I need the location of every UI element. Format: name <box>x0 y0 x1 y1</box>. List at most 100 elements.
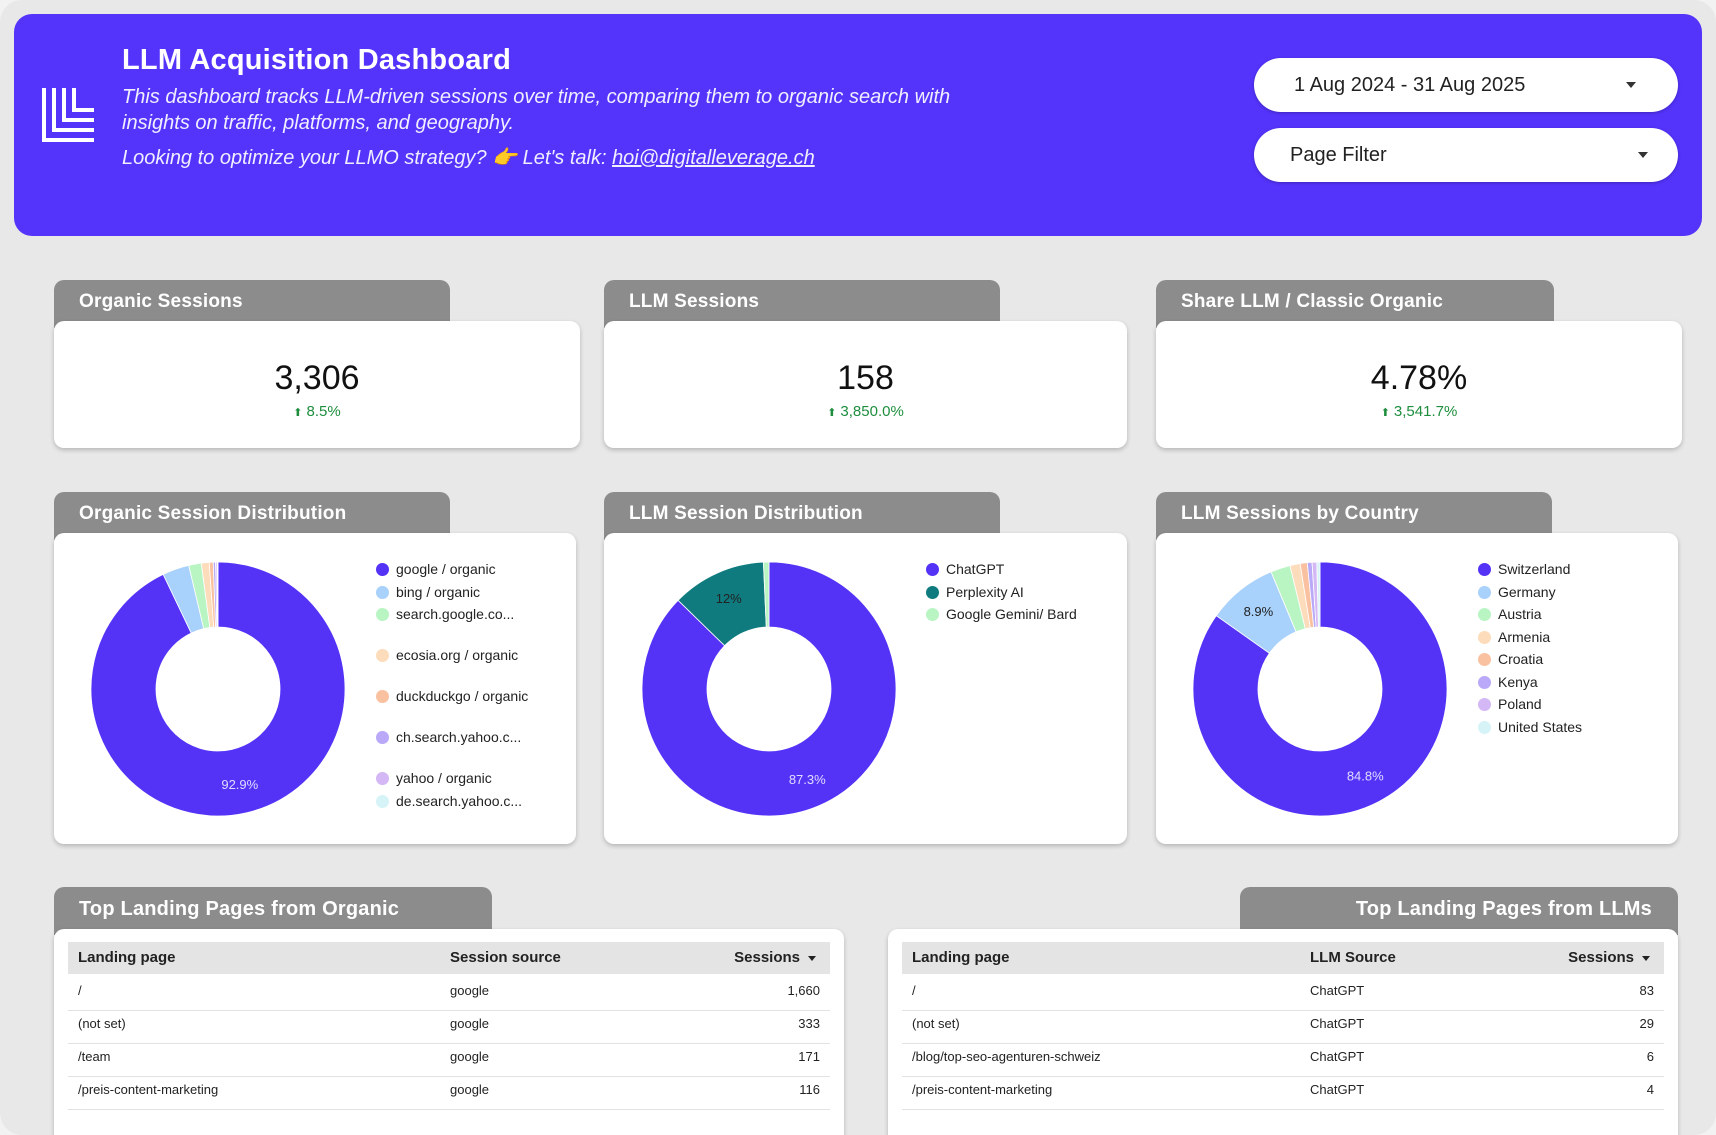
table-row[interactable]: /team google 171 <box>68 1040 830 1077</box>
sort-desc-icon[interactable] <box>808 955 816 961</box>
legend-item-croatia[interactable]: Croatia <box>1478 650 1648 668</box>
legend-swatch <box>1478 608 1491 621</box>
column-header-landing-page[interactable]: Landing page <box>78 949 176 966</box>
legend-item-duckduckgo-organic[interactable]: duckduckgo / organic <box>376 687 546 705</box>
column-header-sessions[interactable]: Sessions <box>734 942 816 974</box>
legend-item-yahoo-organic[interactable]: yahoo / organic <box>376 769 546 787</box>
contact-prefix: Looking to optimize your LLMO strategy? … <box>122 147 613 169</box>
arrow-up-icon: ⬆ <box>1380 407 1390 419</box>
slice-label: 92.9% <box>221 777 258 792</box>
table-row[interactable]: /preis-content-marketing google 116 <box>68 1073 830 1110</box>
page-filter-label: Page Filter <box>1290 144 1387 166</box>
source-cell: google <box>450 1049 490 1064</box>
column-header-llm-source[interactable]: LLM Source <box>1310 949 1396 966</box>
legend-label: bing / organic <box>396 583 481 600</box>
country-legend: Switzerland Germany Austria Armenia Croatia K… <box>1478 560 1668 820</box>
sort-desc-icon[interactable] <box>1642 955 1650 961</box>
kpi-delta: ⬆ 3,541.7% <box>1380 403 1458 420</box>
llm-donut-chart: 87.3% 12% <box>641 561 897 817</box>
slice-google-organic[interactable] <box>90 561 346 817</box>
legend-item-ch-search-yahoo-c[interactable]: ch.search.yahoo.c... <box>376 728 546 746</box>
legend-label: search.google.co... <box>396 606 515 622</box>
landing-page-cell: / <box>912 983 916 998</box>
chevron-down-icon <box>1626 82 1636 88</box>
legend-item-search-google-co[interactable]: search.google.co... <box>376 605 546 623</box>
kpi-share-card: 4.78% ⬆ 3,541.7% <box>1156 321 1682 448</box>
table-row[interactable]: / google 1,660 <box>68 974 830 1011</box>
table-row[interactable]: /preis-content-marketing ChatGPT 4 <box>902 1073 1664 1110</box>
sessions-cell: 6 <box>1646 1049 1654 1064</box>
legend-item-austria[interactable]: Austria <box>1478 605 1648 623</box>
legend-swatch <box>376 563 389 576</box>
legend-label: ch.search.yahoo.c... <box>396 729 522 745</box>
slice-label: 87.3% <box>789 772 826 787</box>
kpi-delta: ⬆ 3,850.0% <box>827 403 904 420</box>
organic-table-card: Landing page Session source Sessions / googl… <box>54 929 844 1135</box>
legend-item-united-states[interactable]: United States <box>1478 718 1648 736</box>
legend-swatch <box>376 585 389 599</box>
landing-page-cell: /preis-content-marketing <box>912 1082 1053 1097</box>
slice-united-states[interactable] <box>1316 561 1321 628</box>
legend-item-bing-organic[interactable]: bing / organic <box>376 583 546 601</box>
legend-label: Perplexity AI <box>946 583 1024 600</box>
arrow-up-icon: ⬆ <box>827 407 837 419</box>
slice-de-search-yahoo-c[interactable] <box>216 561 219 628</box>
legend-item-armenia[interactable]: Armenia <box>1478 628 1648 646</box>
table-row[interactable]: (not set) ChatGPT 29 <box>902 1007 1664 1044</box>
legend-label: Poland <box>1498 696 1542 712</box>
source-cell: ChatGPT <box>1310 983 1365 998</box>
legend-swatch <box>926 608 939 621</box>
legend-swatch <box>1478 563 1491 576</box>
llm-distribution-card: 87.3% 12% ChatGPT Perplexity AI Google Gemi… <box>604 533 1127 844</box>
legend-item-google-organic[interactable]: google / organic <box>376 560 546 578</box>
legend-item-germany[interactable]: Germany <box>1478 583 1648 601</box>
source-cell: ChatGPT <box>1310 1016 1365 1031</box>
legend-swatch <box>1478 585 1491 599</box>
slice-switzerland[interactable] <box>1192 561 1448 817</box>
legend-item-perplexity-ai[interactable]: Perplexity AI <box>926 583 1096 601</box>
legend-swatch <box>1478 630 1491 644</box>
landing-page-cell: /team <box>78 1049 111 1064</box>
legend-swatch <box>376 731 389 744</box>
landing-page-cell: / <box>78 983 82 998</box>
source-cell: google <box>450 983 490 998</box>
column-header-sessions[interactable]: Sessions <box>1568 942 1650 974</box>
country-donut-chart: 84.8% 8.9% <box>1192 561 1448 817</box>
legend-label: Croatia <box>1498 651 1544 667</box>
table-row[interactable]: / ChatGPT 83 <box>902 974 1664 1011</box>
country-card: 84.8% 8.9% Switzerland Germany Austria Armen… <box>1156 533 1678 844</box>
legend-item-switzerland[interactable]: Switzerland <box>1478 560 1648 578</box>
llm-table-tab: Top Landing Pages from LLMs <box>1240 887 1678 935</box>
llm-distribution-tab: LLM Session Distribution <box>604 492 1000 540</box>
date-range-value: 1 Aug 2024 - 31 Aug 2025 <box>1294 74 1526 96</box>
legend-item-kenya[interactable]: Kenya <box>1478 673 1648 691</box>
page-filter-dropdown[interactable]: Page Filter <box>1254 128 1678 182</box>
date-range-picker[interactable]: 1 Aug 2024 - 31 Aug 2025 <box>1254 58 1678 112</box>
legend-label: Kenya <box>1498 673 1538 690</box>
column-header-landing-page[interactable]: Landing page <box>912 949 1010 966</box>
contact-line: Looking to optimize your LLMO strategy? … <box>122 145 815 170</box>
legend-item-google-gemini-bard[interactable]: Google Gemini/ Bard <box>926 605 1096 623</box>
arrow-up-icon: ⬆ <box>293 407 303 419</box>
column-header-session-source[interactable]: Session source <box>450 949 561 966</box>
slice-chatgpt[interactable] <box>641 561 897 817</box>
legend-item-chatgpt[interactable]: ChatGPT <box>926 560 1096 578</box>
legend-label: duckduckgo / organic <box>396 688 529 704</box>
contact-email-link[interactable]: hoi@digitalleverage.ch <box>612 147 815 169</box>
table-row[interactable]: (not set) google 333 <box>68 1007 830 1044</box>
legend-item-poland[interactable]: Poland <box>1478 695 1648 713</box>
landing-page-cell: (not set) <box>78 1016 126 1031</box>
legend-item-ecosia-org-organic[interactable]: ecosia.org / organic <box>376 646 546 664</box>
table-row[interactable]: /blog/top-seo-agenturen-schweiz ChatGPT 6 <box>902 1040 1664 1077</box>
legend-swatch <box>1478 720 1491 734</box>
legend-label: Armenia <box>1498 628 1551 645</box>
landing-page-cell: /blog/top-seo-agenturen-schweiz <box>912 1049 1101 1064</box>
sessions-cell: 171 <box>798 1049 820 1064</box>
sessions-cell: 116 <box>799 1082 820 1097</box>
organic-donut-chart: 92.9% <box>90 561 346 817</box>
page-description: This dashboard tracks LLM-driven session… <box>122 86 951 134</box>
slice-google-gemini-bard[interactable] <box>762 561 770 628</box>
kpi-share-tab: Share LLM / Classic Organic Sessions <box>1156 280 1554 356</box>
legend-item-de-search-yahoo-c[interactable]: de.search.yahoo.c... <box>376 792 546 810</box>
stacked-lines-logo-icon <box>42 88 94 142</box>
